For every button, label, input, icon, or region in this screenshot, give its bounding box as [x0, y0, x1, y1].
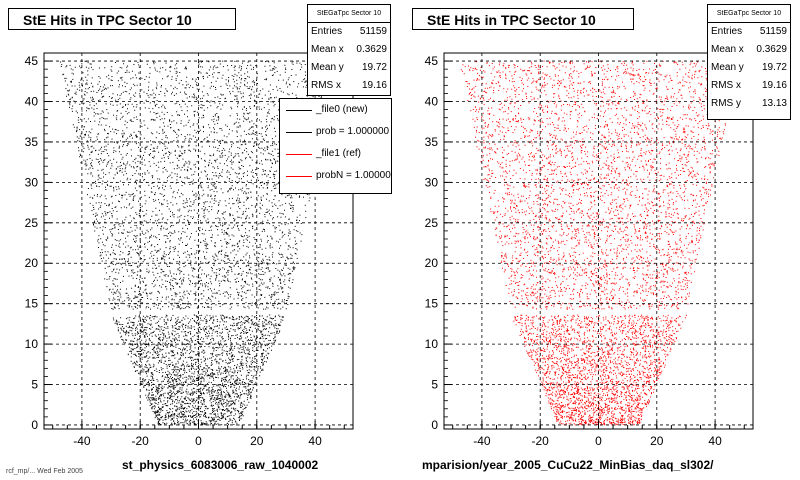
- stats-row-mean-x: Mean x 0.3629: [311, 44, 387, 55]
- stats-header: StEGaTpc Sector 10: [708, 5, 790, 23]
- y-tick-label: 25: [25, 216, 39, 230]
- legend-entry: _file1 (ref): [280, 143, 391, 165]
- y-tick-label: 35: [25, 135, 39, 149]
- y-tick-label: 10: [25, 337, 39, 351]
- x-tick-label: -40: [73, 434, 91, 448]
- x-tick-label: -20: [132, 434, 150, 448]
- stats-row-rms-y: RMS y 13.13: [711, 98, 787, 109]
- legend-entry: _file0 (new): [280, 99, 391, 121]
- legend-line-icon: [286, 154, 312, 155]
- y-tick-label: 45: [25, 54, 39, 68]
- x-tick-label: -20: [532, 434, 550, 448]
- y-tick-label: 25: [425, 216, 439, 230]
- right-plot: -40 -20 0 20 40 0 5 10 15 20 25 30 35 40 45: [425, 52, 754, 448]
- right-chart-title: StE Hits in TPC Sector 10: [412, 8, 634, 30]
- x-tick-label: 20: [250, 434, 264, 448]
- y-tick-label: 0: [431, 418, 438, 432]
- legend-line-icon: [286, 110, 312, 111]
- left-x-axis-title: st_physics_6083006_raw_1040002: [122, 458, 319, 472]
- y-tick-label: 15: [25, 297, 39, 311]
- x-tick-label: 40: [708, 434, 722, 448]
- x-tick-label: 20: [650, 434, 664, 448]
- y-tick-label: 30: [425, 175, 439, 189]
- stats-row-rms-x: RMS x 19.16: [711, 80, 787, 91]
- legend-line-icon: [286, 176, 312, 177]
- x-tick-label: 0: [595, 434, 602, 448]
- y-tick-label: 35: [425, 135, 439, 149]
- y-tick-label: 20: [425, 256, 439, 270]
- y-tick-label: 20: [25, 256, 39, 270]
- y-tick-label: 0: [31, 418, 38, 432]
- y-tick-label: 40: [25, 95, 39, 109]
- stats-row-mean-x: Mean x 0.3629: [711, 44, 787, 55]
- x-tick-label: 0: [195, 434, 202, 448]
- stats-row-mean-y: Mean y 19.72: [311, 62, 387, 73]
- x-tick-label: -40: [473, 434, 491, 448]
- scatter-points: [60, 60, 338, 426]
- stats-row-entries: Entries 51159: [711, 26, 787, 37]
- y-tick-label: 45: [425, 54, 439, 68]
- y-tick-label: 40: [425, 95, 439, 109]
- footnote: rcf_mp/... Wed Feb 2005: [6, 468, 83, 475]
- stats-row-mean-y: Mean y 19.72: [711, 62, 787, 73]
- stats-header: StEGaTpc Sector 10: [308, 5, 390, 23]
- x-tick-label: 40: [308, 434, 322, 448]
- legend-entry: probN = 1.000000: [280, 165, 391, 187]
- left-stats-box: StEGaTpc Sector 10 Entries 51159 Mean x 0.…: [307, 4, 391, 96]
- left-chart-title: StE Hits in TPC Sector 10: [8, 8, 236, 30]
- left-legend: _file0 (new) prob = 1.000000 _file1 (ref…: [279, 98, 392, 194]
- right-x-axis-title: mparision/year_2005_CuCu22_MinBias_daq_s…: [422, 458, 714, 472]
- legend-entry: prob = 1.000000: [280, 121, 391, 143]
- stats-row-entries: Entries 51159: [311, 26, 387, 37]
- y-tick-label: 10: [425, 337, 439, 351]
- y-tick-label: 5: [31, 378, 38, 392]
- y-tick-label: 30: [25, 175, 39, 189]
- scatter-points: [460, 60, 737, 426]
- legend-line-icon: [286, 132, 312, 133]
- y-tick-label: 15: [425, 297, 439, 311]
- y-tick-label: 5: [431, 378, 438, 392]
- right-stats-box: StEGaTpc Sector 10 Entries 51159 Mean x 0.…: [707, 4, 791, 120]
- stats-row-rms-x: RMS x 19.16: [311, 80, 387, 91]
